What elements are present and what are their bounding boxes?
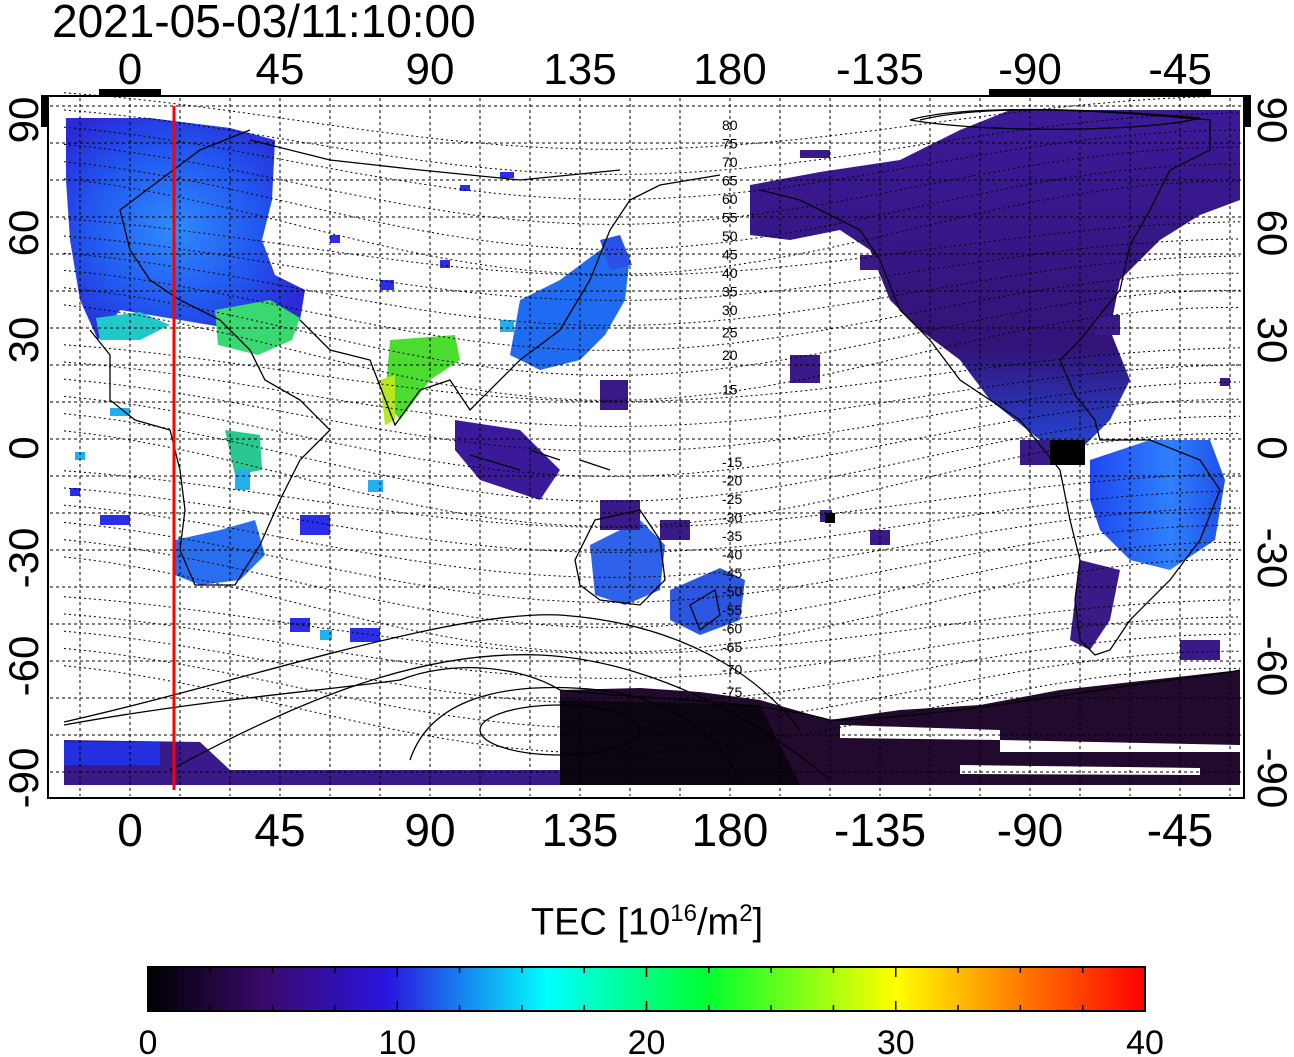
- magnetic-contours-south: [63, 108, 1201, 781]
- right-latitude-labels: 90 60 30 0 -30 -60 -90: [1249, 97, 1294, 809]
- colorbar-tick-label: 20: [628, 1024, 666, 1057]
- bottom-labels-item: 0: [117, 804, 143, 856]
- maglat-label-south: -30: [722, 510, 742, 526]
- maglat-label-south: -75: [722, 684, 742, 700]
- left-labels-item: 0: [0, 436, 47, 459]
- maglat-label-north: 80: [722, 117, 738, 133]
- colorbar-ticks: [147, 967, 1146, 1011]
- maglat-label-north: 65: [722, 173, 738, 189]
- right-labels-item: -90: [1249, 748, 1294, 809]
- top-labels-item: 90: [406, 45, 455, 94]
- left-labels-item: 60: [0, 210, 47, 257]
- colorbar-title-exp2: 2: [739, 900, 753, 927]
- right-labels-item: -30: [1249, 528, 1294, 589]
- right-labels-item: -60: [1249, 636, 1294, 697]
- top-labels-item: 180: [693, 45, 766, 94]
- colorbar-title-main: TEC [10: [530, 901, 671, 944]
- top-labels-item: -90: [998, 45, 1062, 94]
- colorbar-title: TEC [1016/m2]: [0, 900, 1294, 945]
- maglat-label-north: 75: [722, 136, 738, 152]
- maglat-label-north: 60: [722, 191, 738, 207]
- maglat-label-north: 55: [722, 210, 738, 226]
- tec-data-layer: [64, 110, 1240, 785]
- colorbar-tick-label: 40: [1126, 1024, 1164, 1057]
- maglat-label-north: 35: [722, 284, 738, 300]
- right-labels-item: 0: [1249, 436, 1294, 459]
- maglat-label-south: -15: [722, 454, 742, 470]
- maglat-label-south: -45: [722, 565, 742, 581]
- magnetic-latitude-lines: [63, 92, 1241, 754]
- colorbar-title-mid: /m: [696, 901, 740, 944]
- maglat-label-north: 70: [722, 154, 738, 170]
- right-labels-item: 30: [1249, 317, 1294, 364]
- maglat-label-north: 25: [722, 325, 738, 341]
- colorbar-tick-label: 10: [378, 1024, 416, 1057]
- bottom-labels-item: 45: [254, 804, 305, 856]
- timestamp-label: 2021-05-03/11:10:00: [52, 0, 476, 47]
- right-labels-item: 90: [1249, 97, 1294, 144]
- maglat-label-south: -50: [722, 584, 742, 600]
- maglat-label-north: 45: [722, 247, 738, 263]
- colorbar-labels: 0 10 20 30 40: [139, 1024, 1164, 1057]
- maglat-label-south: -55: [722, 602, 742, 618]
- maglat-label-south: -20: [722, 473, 742, 489]
- top-labels-item: 0: [118, 45, 142, 94]
- top-labels-item: 45: [256, 45, 305, 94]
- lat-lon-grid: [50, 98, 1242, 796]
- top-longitude-labels: 0 45 90 135 180 -135 -90 -45: [118, 45, 1212, 94]
- colorbar-tick-label: 30: [877, 1024, 915, 1057]
- maglat-label-north: 50: [722, 228, 738, 244]
- maglat-label-north: 30: [722, 302, 738, 318]
- bottom-labels-item: 90: [404, 804, 455, 856]
- magnetic-latitude-labels: 80 75 70 65 60 55 50 45 40 35 30 25 20 15 -15 -20 -25 -30…: [722, 117, 742, 700]
- bottom-labels-item: -135: [834, 804, 926, 856]
- bottom-labels-item: -45: [1147, 804, 1213, 856]
- bottom-labels-item: -90: [997, 804, 1063, 856]
- maglat-label-south: -70: [722, 662, 742, 678]
- top-labels-item: -135: [836, 45, 924, 94]
- maglat-label-south: -65: [722, 639, 742, 655]
- maglat-label-south: -35: [722, 528, 742, 544]
- maglat-label-north: 15: [722, 382, 738, 398]
- left-labels-item: -30: [0, 528, 47, 589]
- bottom-longitude-labels: 0 45 90 135 180 -135 -90 -45: [117, 804, 1213, 856]
- maglat-label-south: -25: [722, 491, 742, 507]
- maglat-label-south: -60: [722, 621, 742, 637]
- colorbar-title-end: ]: [752, 901, 764, 944]
- maglat-label-south: -40: [722, 547, 742, 563]
- left-labels-item: -60: [0, 636, 47, 697]
- colorbar-tick-label: 0: [139, 1024, 158, 1057]
- bottom-labels-item: 180: [692, 804, 769, 856]
- colorbar-title-exp1: 16: [670, 900, 697, 927]
- frame-ticks: [41, 89, 1251, 127]
- maglat-label-north: 20: [722, 347, 738, 363]
- bottom-labels-item: 135: [542, 804, 619, 856]
- left-labels-item: 30: [0, 317, 47, 364]
- left-labels-item: -90: [0, 748, 47, 809]
- left-latitude-labels: 90 60 30 0 -30 -60 -90: [0, 97, 47, 809]
- top-labels-item: 135: [543, 45, 616, 94]
- left-labels-item: 90: [0, 97, 47, 144]
- maglat-label-north: 40: [722, 265, 738, 281]
- top-labels-item: -45: [1148, 45, 1212, 94]
- right-labels-item: 60: [1249, 210, 1294, 257]
